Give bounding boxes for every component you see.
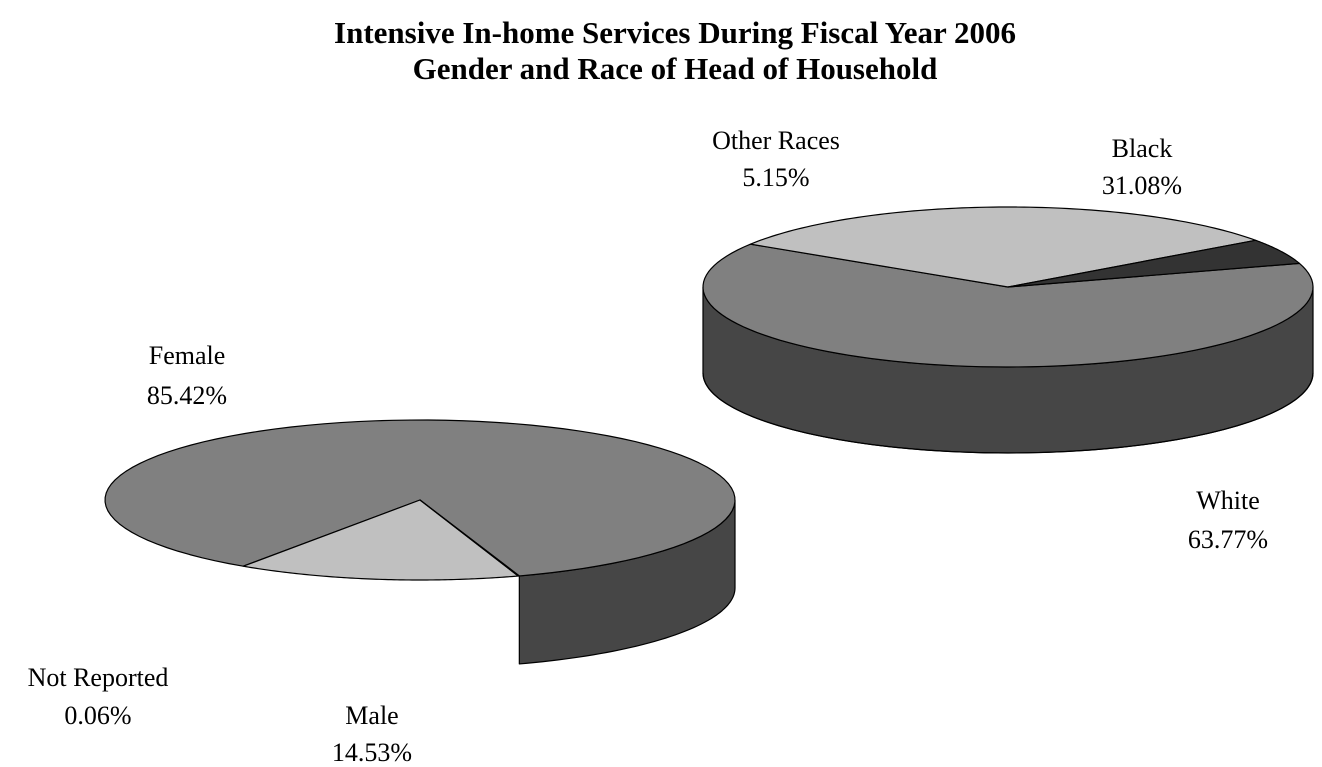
slice-label-black: Black [1112, 134, 1173, 163]
slice-label-other-races: Other Races [712, 126, 840, 155]
chart-title: Intensive In-home Services During Fiscal… [334, 15, 1016, 50]
gender-pie [104, 419, 736, 665]
slice-black [749, 206, 1257, 288]
slice-other-races [1007, 239, 1300, 288]
slice-value-other-races: 5.15% [742, 163, 809, 192]
slice-label-white: White [1196, 486, 1260, 515]
slice-label-female: Female [149, 341, 226, 370]
slice-value-white: 63.77% [1188, 525, 1268, 554]
slice-label-male: Male [345, 701, 398, 730]
slice-value-black: 31.08% [1102, 171, 1182, 200]
chart-subtitle: Gender and Race of Head of Household [413, 51, 938, 86]
race-pie [702, 206, 1314, 454]
slice-value-female: 85.42% [147, 381, 227, 410]
pie-base-outline [702, 372, 1314, 454]
slice-label-not-reported: Not Reported [28, 663, 169, 692]
slice-value-not-reported: 0.06% [64, 701, 131, 730]
slice-male [242, 499, 519, 581]
slice-female [104, 419, 736, 577]
slice-not-reported [419, 499, 520, 577]
slice-value-male: 14.53% [332, 738, 412, 767]
